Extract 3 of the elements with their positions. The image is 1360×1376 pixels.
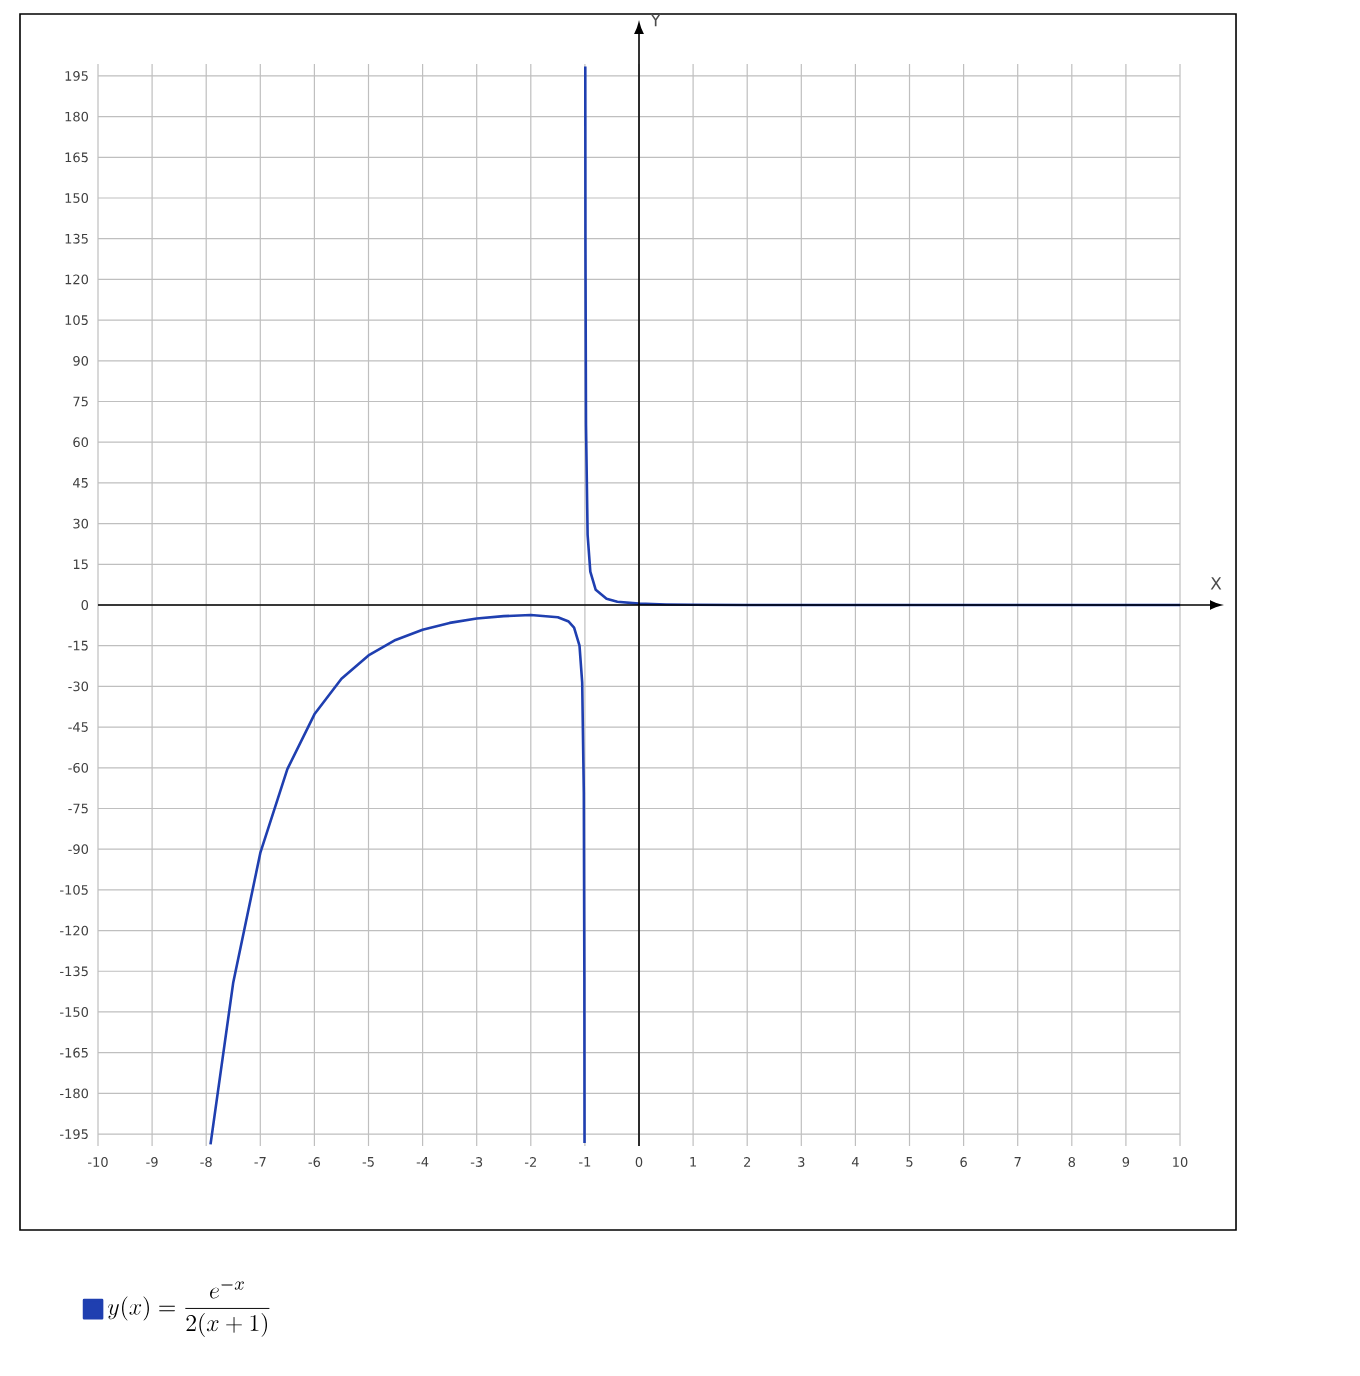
y-axis-title: Y — [650, 13, 661, 27]
legend-label: $y(x) = \frac{e^{-x}}{2(x + 1)}$ — [108, 1281, 270, 1337]
x-axis-title: X — [1210, 577, 1222, 590]
